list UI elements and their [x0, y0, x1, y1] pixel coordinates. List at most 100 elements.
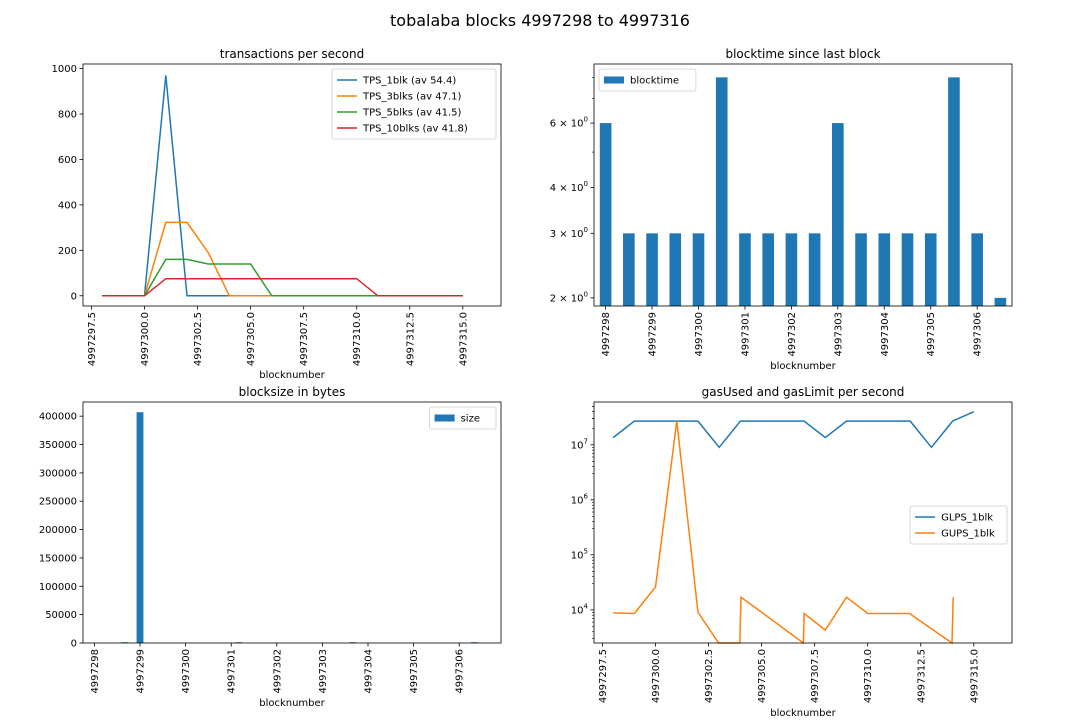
y-tick-label: 105	[571, 547, 588, 561]
x-tick-label: 4997298	[601, 312, 612, 357]
x-axis-label: blocknumber	[770, 361, 836, 372]
y-tick-label: 100000	[39, 582, 77, 593]
y-tick-label: 0	[71, 291, 77, 302]
bar	[878, 233, 891, 306]
x-tick-label: 4997300	[694, 312, 705, 357]
x-tick-label: 4997302	[787, 312, 798, 357]
x-tick-label: 4997303	[318, 649, 329, 694]
y-tick-label: 104	[571, 602, 589, 616]
legend-box	[331, 68, 497, 140]
y-tick-label: 107	[571, 437, 588, 451]
y-tick-label: 150000	[39, 553, 77, 564]
plot-frame	[82, 401, 502, 644]
y-tick-label: 800	[58, 109, 77, 120]
gas-panel: gasUsed and gasLimit per second 4997297.5…	[571, 385, 1013, 719]
figure-title: tobalaba blocks 4997298 to 4997316	[390, 11, 690, 30]
y-tick-label: 106	[571, 492, 589, 506]
x-tick-label: 4997297.5	[598, 649, 609, 703]
bar	[901, 233, 914, 306]
plot-frame	[593, 401, 1013, 644]
x-tick-label: 4997299	[648, 312, 659, 357]
y-tick-label: 2 × 100	[550, 290, 588, 304]
plot-frame	[82, 63, 502, 307]
y-tick-label: 350000	[39, 440, 77, 451]
x-axis-label: blocknumber	[770, 708, 836, 719]
bar	[994, 297, 1007, 306]
bar	[971, 233, 983, 306]
x-tick-label: 4997299	[136, 649, 147, 694]
x-tick-label: 4997300.0	[140, 312, 151, 366]
x-axis-label: blocknumber	[259, 698, 325, 709]
legend-entry: TPS_1blk (av 54.4)	[362, 76, 456, 87]
x-tick-label: 4997302.5	[193, 312, 204, 366]
x-tick-label: 4997300	[181, 649, 192, 694]
x-tick-label: 4997302	[272, 649, 283, 694]
legend-box	[429, 406, 497, 430]
bar	[136, 412, 144, 643]
bar	[924, 233, 937, 306]
x-axis-label: blocknumber	[259, 370, 325, 381]
x-tick-label: 4997297.5	[87, 312, 98, 366]
series-line	[613, 421, 954, 645]
x-tick-label: 4997303	[833, 312, 844, 357]
chart-title: gasUsed and gasLimit per second	[702, 385, 905, 399]
bar	[669, 233, 682, 306]
x-tick-label: 4997305	[926, 312, 937, 357]
x-tick-label: 4997306	[973, 312, 984, 357]
y-tick-label: 200000	[39, 525, 77, 536]
chart-title: blocksize in bytes	[239, 385, 346, 399]
x-tick-label: 4997302.5	[704, 649, 715, 703]
y-tick-label: 1000	[52, 64, 77, 75]
bar	[715, 77, 728, 306]
legend-entry: TPS_5blks (av 41.5)	[362, 108, 462, 119]
bar	[785, 233, 798, 306]
bar	[808, 233, 821, 306]
legend-swatch	[434, 414, 455, 422]
x-tick-label: 4997305.0	[246, 312, 257, 366]
chart-title: transactions per second	[220, 47, 364, 61]
legend-entry: GLPS_1blk	[941, 513, 993, 524]
bar	[948, 77, 960, 306]
x-tick-label: 4997312.5	[405, 312, 416, 366]
blocksize-panel: blocksize in bytes 4997298 4997299 4997300 4…	[39, 385, 502, 709]
series-line	[102, 221, 463, 297]
bar	[762, 233, 774, 306]
legend-entry: TPS_3blks (av 47.1)	[362, 92, 462, 103]
plot-frame	[593, 63, 1013, 307]
y-tick-label: 250000	[39, 497, 77, 508]
x-tick-label: 4997305	[409, 649, 420, 694]
legend-entry: GUPS_1blk	[941, 529, 995, 540]
bar	[599, 123, 612, 307]
y-tick-label: 6 × 100	[550, 116, 588, 130]
series-line	[102, 277, 463, 297]
y-tick-label: 300000	[39, 468, 77, 479]
legend-entry: size	[461, 414, 480, 425]
x-tick-label: 4997312.5	[916, 649, 927, 703]
bar	[739, 233, 751, 306]
tps-panel: transactions per second 4997297.5 4997300.…	[52, 47, 502, 381]
legend-swatch	[604, 76, 624, 84]
legend-box	[909, 505, 1008, 545]
blocktime-panel: blocktime since last block 4997298 4997299…	[550, 47, 1013, 372]
x-tick-label: 4997307.5	[299, 312, 310, 366]
x-tick-label: 4997306	[455, 649, 466, 694]
x-tick-label: 4997304	[364, 649, 375, 694]
series-line	[612, 411, 975, 449]
legend-entry: TPS_10blks (av 41.8)	[362, 124, 468, 135]
bar	[832, 123, 844, 307]
chart-title: blocktime since last block	[725, 47, 880, 61]
x-tick-label: 4997315.0	[969, 649, 980, 703]
bar	[855, 233, 867, 306]
y-tick-label: 600	[58, 155, 77, 166]
x-tick-label: 4997310.0	[352, 312, 363, 366]
x-tick-label: 4997305.0	[757, 649, 768, 703]
x-tick-label: 4997300.0	[651, 649, 662, 703]
x-tick-label: 4997315.0	[458, 312, 469, 366]
bar	[646, 233, 658, 306]
legend-box	[598, 68, 697, 92]
y-tick-label: 200	[58, 246, 77, 257]
bar	[623, 233, 635, 306]
x-tick-label: 4997301	[227, 649, 238, 694]
x-tick-label: 4997310.0	[863, 649, 874, 703]
